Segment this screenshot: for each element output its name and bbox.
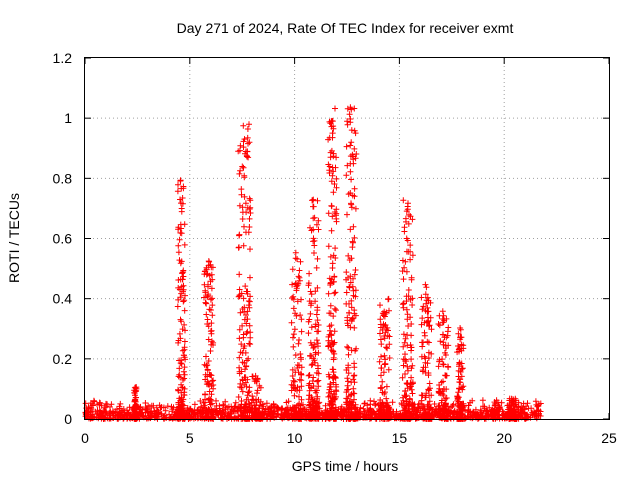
y-tick-label: 1 (64, 110, 72, 126)
y-axis-label: ROTI / TECUs (6, 193, 22, 283)
y-tick-label: 0.6 (53, 231, 73, 247)
x-tick-label: 5 (186, 430, 194, 446)
y-tick-label: 0.2 (53, 351, 73, 367)
x-tick-label: 20 (496, 430, 512, 446)
grid-lines (85, 58, 609, 419)
data-points (82, 104, 544, 422)
x-tick-label: 10 (287, 430, 303, 446)
axis-ticks: 0 5 10 15 20 25 0 0.2 0.4 0.6 0.8 1 1.2 (53, 50, 617, 446)
y-tick-label: 1.2 (53, 50, 73, 66)
roti-point (82, 104, 544, 422)
x-tick-label: 25 (601, 430, 617, 446)
chart-title: Day 271 of 2024, Rate Of TEC Index for r… (177, 20, 514, 36)
x-tick-label: 0 (81, 430, 89, 446)
y-tick-label: 0.8 (53, 170, 73, 186)
plot-frame (84, 57, 610, 420)
x-tick-label: 15 (392, 430, 408, 446)
y-tick-label: 0 (64, 411, 72, 427)
y-tick-label: 0.4 (53, 291, 73, 307)
x-axis-label: GPS time / hours (292, 458, 399, 474)
